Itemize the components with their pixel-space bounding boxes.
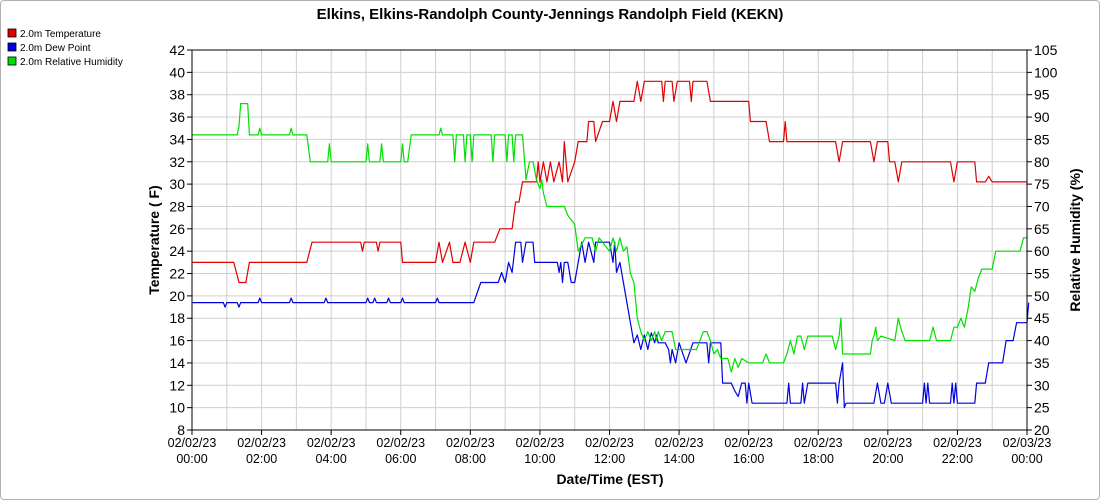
y-left-tick-label: 20 xyxy=(169,288,185,304)
x-tick-time: 12:00 xyxy=(594,452,625,466)
y-right-tick-label: 45 xyxy=(1034,310,1050,326)
series-line-2-0m-temperature xyxy=(192,80,1027,284)
y-right-tick-label: 65 xyxy=(1034,221,1050,237)
y-left-tick-label: 18 xyxy=(169,310,185,326)
y-axis-right: 20 25 30 35 40 45 50 55 60 65 70 75 80 85 90 95 100 105 xyxy=(1027,42,1058,438)
x-tick-time: 18:00 xyxy=(803,452,834,466)
chart-title: Elkins, Elkins-Randolph County-Jennings … xyxy=(317,6,784,23)
x-tick-time: 00:00 xyxy=(176,452,207,466)
y-left-tick-label: 8 xyxy=(177,422,185,438)
x-tick-time: 00:00 xyxy=(1011,452,1042,466)
x-axis-label: Date/Time (EST) xyxy=(556,471,663,487)
y-left-tick-label: 34 xyxy=(169,131,185,147)
x-tick-time: 08:00 xyxy=(455,452,486,466)
x-tick-time: 14:00 xyxy=(663,452,694,466)
legend-label: 2.0m Dew Point xyxy=(20,43,91,54)
y-right-tick-label: 20 xyxy=(1034,422,1050,438)
y-left-tick-label: 40 xyxy=(169,64,185,80)
y-axis-left-label: Temperature ( F) xyxy=(146,185,162,294)
y-left-tick-label: 26 xyxy=(169,221,185,237)
x-tick-time: 20:00 xyxy=(872,452,903,466)
x-tick-date: 02/02/23 xyxy=(307,436,356,450)
legend-label: 2.0m Temperature xyxy=(20,29,101,40)
legend-swatch xyxy=(7,56,17,66)
x-tick-date: 02/02/23 xyxy=(237,436,286,450)
y-right-tick-label: 95 xyxy=(1034,87,1050,103)
series-line-2-0m-relative-humidity xyxy=(192,103,1027,373)
x-axis: 02/02/23 00:00 02/02/23 02:00 02/02/23 04:00 0… xyxy=(168,430,1052,466)
y-right-tick-label: 85 xyxy=(1034,131,1050,147)
y-right-tick-label: 30 xyxy=(1034,377,1050,393)
y-right-tick-label: 90 xyxy=(1034,109,1050,125)
y-right-tick-label: 55 xyxy=(1034,266,1050,282)
x-tick-date: 02/02/23 xyxy=(376,436,425,450)
y-right-tick-label: 60 xyxy=(1034,243,1050,259)
x-tick-date: 02/02/23 xyxy=(585,436,634,450)
x-tick-date: 02/02/23 xyxy=(794,436,843,450)
y-right-tick-label: 105 xyxy=(1034,42,1058,58)
x-tick-time: 04:00 xyxy=(316,452,347,466)
x-tick-date: 02/02/23 xyxy=(724,436,773,450)
x-tick-date: 02/02/23 xyxy=(446,436,495,450)
legend-label: 2.0m Relative Humidity xyxy=(20,57,123,68)
y-right-tick-label: 35 xyxy=(1034,355,1050,371)
legend: 2.0m Temperature 2.0m Dew Point 2.0m Relat… xyxy=(7,28,123,68)
y-left-tick-label: 10 xyxy=(169,400,185,416)
y-axis-left: 8 10 12 14 16 18 20 22 24 26 28 30 32 34 36 38 40 42 xyxy=(169,42,192,438)
x-tick-time: 22:00 xyxy=(942,452,973,466)
y-right-tick-label: 50 xyxy=(1034,288,1050,304)
legend-swatch xyxy=(7,28,17,38)
y-right-tick-label: 80 xyxy=(1034,154,1050,170)
y-right-tick-label: 25 xyxy=(1034,400,1050,416)
x-tick-time: 16:00 xyxy=(733,452,764,466)
legend-swatch xyxy=(7,42,17,52)
y-left-tick-label: 32 xyxy=(169,154,185,170)
x-tick-date: 02/02/23 xyxy=(863,436,912,450)
y-left-tick-label: 22 xyxy=(169,266,185,282)
y-right-tick-label: 75 xyxy=(1034,176,1050,192)
y-right-tick-label: 70 xyxy=(1034,198,1050,214)
series-line-2-0m-dew-point xyxy=(192,241,1030,409)
x-tick-date: 02/02/23 xyxy=(655,436,704,450)
y-left-tick-label: 16 xyxy=(169,333,185,349)
y-left-tick-label: 24 xyxy=(169,243,185,259)
x-tick-date: 02/02/23 xyxy=(933,436,982,450)
y-left-tick-label: 42 xyxy=(169,42,185,58)
series-lines xyxy=(192,80,1030,409)
y-left-tick-label: 36 xyxy=(169,109,185,125)
x-tick-date: 02/03/23 xyxy=(1003,436,1052,450)
y-left-tick-label: 30 xyxy=(169,176,185,192)
x-tick-date: 02/02/23 xyxy=(516,436,565,450)
x-tick-time: 10:00 xyxy=(524,452,555,466)
y-right-tick-label: 40 xyxy=(1034,333,1050,349)
y-left-tick-label: 12 xyxy=(169,377,185,393)
y-left-tick-label: 28 xyxy=(169,198,185,214)
y-left-tick-label: 38 xyxy=(169,87,185,103)
x-tick-date: 02/02/23 xyxy=(168,436,217,450)
y-left-tick-label: 14 xyxy=(169,355,185,371)
y-axis-right-label: Relative Humidity (%) xyxy=(1067,168,1083,311)
grid xyxy=(191,49,1028,431)
x-tick-time: 06:00 xyxy=(385,452,416,466)
y-right-tick-label: 100 xyxy=(1034,64,1058,80)
x-tick-time: 02:00 xyxy=(246,452,277,466)
